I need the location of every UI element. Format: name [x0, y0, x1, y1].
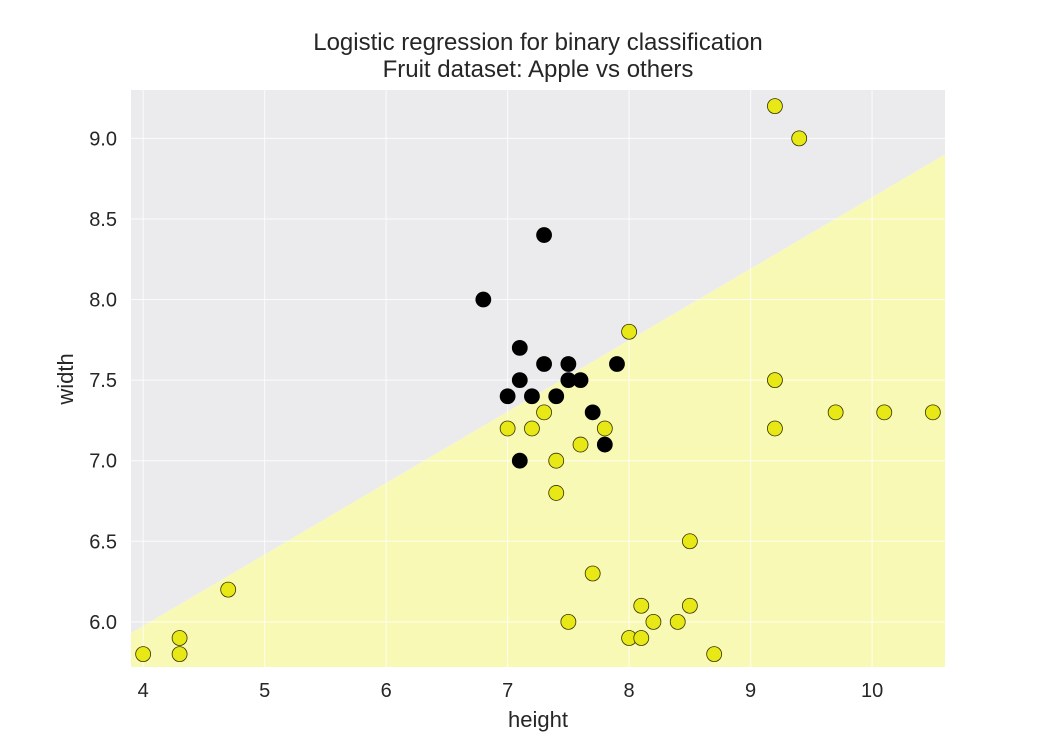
- apple-point: [609, 356, 625, 372]
- apple-point: [560, 356, 577, 372]
- apple-point: [548, 388, 565, 405]
- x-tick-label: 8: [624, 680, 635, 702]
- other-fruit-point: [548, 485, 565, 501]
- apple-point: [499, 388, 516, 405]
- apple-point: [572, 372, 589, 389]
- other-fruit-point: [220, 581, 237, 598]
- other-fruit-point: [876, 404, 893, 421]
- other-fruit-point: [596, 420, 613, 437]
- other-fruit-point: [924, 404, 941, 421]
- other-fruit-point: [560, 613, 577, 630]
- other-fruit-point: [572, 436, 589, 453]
- y-tick-label: 6.5: [89, 531, 117, 553]
- apple-point: [511, 452, 528, 469]
- apple-point: [511, 372, 528, 389]
- other-fruit-point: [681, 597, 698, 614]
- y-tick-label: 7.5: [89, 370, 117, 392]
- plot-area: 4 5 6 7 8 9 10 6.0 6.5 7.0 7.5 8.0 8.5 9.0: [89, 90, 945, 702]
- y-tick-label: 8.5: [89, 209, 117, 231]
- other-fruit-point: [621, 323, 638, 340]
- chart-title: Logistic regression for binary classific…: [313, 29, 763, 56]
- other-fruit-point: [767, 420, 783, 437]
- other-fruit-point: [499, 420, 516, 437]
- y-axis-label: width: [53, 353, 78, 405]
- x-tick-label: 6: [381, 680, 392, 702]
- other-fruit-point: [767, 372, 783, 389]
- x-tick-label: 10: [861, 680, 883, 702]
- x-tick-label: 7: [502, 680, 513, 702]
- x-axis-label: height: [508, 707, 568, 732]
- y-tick-label: 9.0: [89, 128, 117, 150]
- other-fruit-point: [633, 597, 650, 614]
- other-fruit-point: [681, 533, 698, 550]
- x-tick-label: 9: [745, 680, 756, 702]
- other-fruit-point: [669, 613, 686, 630]
- other-fruit-point: [791, 130, 808, 147]
- other-fruit-point: [706, 646, 723, 663]
- other-fruit-point: [536, 404, 552, 421]
- other-fruit-point: [584, 565, 601, 582]
- x-tick-label: 5: [259, 680, 270, 702]
- apple-point: [584, 404, 601, 421]
- other-fruit-point: [633, 630, 650, 646]
- y-tick-label: 6.0: [89, 612, 117, 634]
- apple-point: [524, 388, 540, 405]
- x-tick-label: 4: [138, 680, 149, 702]
- apple-point: [596, 436, 613, 453]
- y-tick-label: 8.0: [89, 290, 117, 312]
- other-fruit-point: [135, 646, 152, 663]
- chart-subtitle: Fruit dataset: Apple vs others: [383, 56, 694, 83]
- other-fruit-point: [171, 646, 188, 663]
- other-fruit-point: [827, 404, 844, 421]
- apple-point: [511, 339, 528, 356]
- apple-point: [536, 356, 552, 372]
- y-tick-label: 7.0: [89, 451, 117, 473]
- other-fruit-point: [548, 452, 565, 469]
- apple-point: [475, 291, 492, 308]
- other-fruit-point: [767, 98, 783, 115]
- apple-point: [536, 227, 552, 243]
- other-fruit-point: [171, 630, 188, 646]
- other-fruit-point: [524, 420, 540, 437]
- other-fruit-point: [645, 613, 662, 630]
